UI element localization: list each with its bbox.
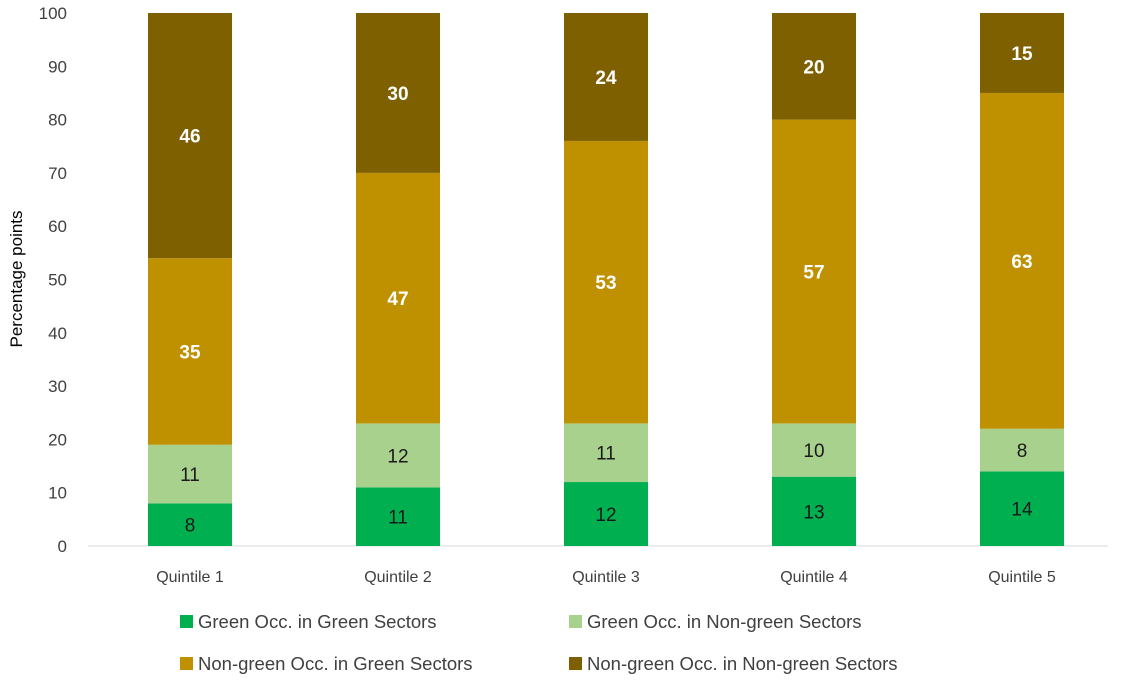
bar-stack: 14 8 63 15: [980, 13, 1064, 546]
legend: Green Occ. in Green Sectors Green Occ. in…: [180, 611, 898, 674]
bar-segment: [980, 13, 1064, 93]
x-axis-ticks: Quintile 1 Quintile 2 Quintile 3 Quintile 4…: [156, 569, 1056, 586]
legend-swatch: [569, 657, 582, 670]
data-label: 24: [595, 68, 617, 89]
bar-stack: 11 12 47 30: [356, 13, 440, 546]
y-axis-ticks: 0 10 20 30 40 50 60 70 80 90 100: [39, 4, 67, 556]
data-label: 8: [1017, 441, 1028, 462]
bar-segment: [980, 428, 1064, 472]
data-label: 53: [595, 273, 616, 294]
legend-item: Non-green Occ. in Non-green Sectors: [569, 653, 898, 674]
legend-swatch: [180, 657, 193, 670]
x-tick-label: Quintile 2: [364, 569, 432, 586]
data-label: 12: [595, 505, 616, 526]
y-axis-label-group: Percentage points: [7, 210, 26, 347]
x-tick-label: Quintile 4: [780, 569, 848, 586]
bar-segment: [564, 140, 648, 424]
data-label: 8: [185, 516, 196, 537]
bar-segment: [980, 92, 1064, 429]
bar-segment: [772, 423, 856, 477]
data-label: 11: [388, 508, 408, 529]
data-label: 15: [1011, 44, 1033, 65]
bar-stack: 13 10 57 20: [772, 13, 856, 546]
legend-label: Non-green Occ. in Green Sectors: [198, 653, 473, 674]
data-label: 10: [803, 441, 824, 462]
bar-segment: [564, 13, 648, 141]
data-label: 47: [387, 289, 408, 310]
y-tick-label: 10: [48, 484, 67, 503]
y-tick-label: 60: [48, 217, 67, 236]
data-label: 20: [803, 57, 824, 78]
y-tick-label: 30: [48, 377, 67, 396]
data-label: 63: [1011, 252, 1032, 273]
legend-item: Green Occ. in Green Sectors: [180, 611, 437, 632]
bar-segment: [356, 487, 440, 546]
bar-segment: [148, 444, 232, 504]
data-label: 13: [803, 502, 824, 523]
legend-label: Non-green Occ. in Non-green Sectors: [587, 653, 898, 674]
bar-segment: [148, 258, 232, 445]
data-label: 11: [596, 444, 616, 465]
legend-item: Green Occ. in Non-green Sectors: [569, 611, 862, 632]
bar-stack: 12 11 53 24: [564, 13, 648, 546]
bar-segment: [356, 423, 440, 488]
data-label: 11: [180, 465, 200, 486]
y-tick-label: 50: [48, 271, 67, 290]
y-tick-label: 0: [58, 537, 67, 556]
bar-segment: [564, 423, 648, 483]
bar-segment: [148, 503, 232, 546]
bar-segment: [356, 13, 440, 173]
bar-stack: 8 11 35 46: [148, 13, 232, 546]
legend-swatch: [569, 615, 582, 628]
y-tick-label: 70: [48, 164, 67, 183]
data-label: 57: [803, 263, 824, 284]
legend-label: Green Occ. in Non-green Sectors: [587, 611, 862, 632]
bars-group: 8 11 35 46 11 12 47 30 12 11 53 24 13 10 57 20 14 8 63 15: [148, 13, 1064, 546]
bar-segment: [980, 471, 1064, 546]
y-tick-label: 100: [39, 4, 67, 23]
data-label: 30: [387, 84, 408, 105]
y-axis-label: Percentage points: [7, 210, 26, 347]
bar-segment: [772, 13, 856, 120]
data-label: 46: [179, 127, 200, 148]
legend-label: Green Occ. in Green Sectors: [198, 611, 437, 632]
legend-swatch: [180, 615, 193, 628]
bar-segment: [772, 476, 856, 546]
legend-item: Non-green Occ. in Green Sectors: [180, 653, 473, 674]
bar-segment: [356, 172, 440, 424]
bar-segment: [772, 119, 856, 424]
data-label: 35: [179, 342, 201, 363]
x-tick-label: Quintile 3: [572, 569, 640, 586]
bar-segment: [148, 13, 232, 259]
y-tick-label: 40: [48, 324, 67, 343]
data-label: 14: [1011, 500, 1033, 521]
bar-segment: [564, 482, 648, 546]
data-label: 12: [387, 446, 408, 467]
y-tick-label: 20: [48, 430, 67, 449]
x-tick-label: Quintile 5: [988, 569, 1056, 586]
x-tick-label: Quintile 1: [156, 569, 224, 586]
y-tick-label: 90: [48, 57, 67, 76]
y-tick-label: 80: [48, 111, 67, 130]
